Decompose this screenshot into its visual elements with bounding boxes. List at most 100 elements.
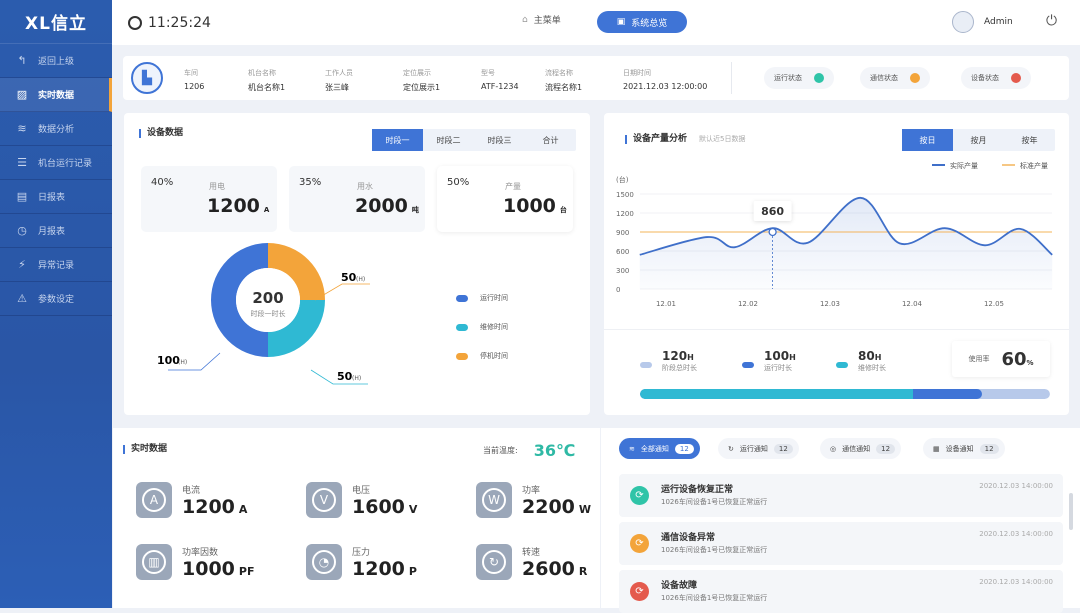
tab[interactable]: 时段一 (372, 129, 423, 151)
sidebar-item[interactable]: ▨ 实时数据 (0, 78, 112, 112)
tab[interactable]: 按日 (902, 129, 953, 151)
notice-tab[interactable]: ◎ 通信通知 12 (820, 438, 902, 459)
realtime-metric: V 电压 1600 V (306, 482, 417, 518)
usage-rate-box: 使用率 60% (952, 341, 1050, 377)
sidebar-item[interactable]: ◷ 月报表 (0, 214, 112, 248)
layers-icon: ≋ (17, 122, 27, 135)
power-icon[interactable]: ⏻ (1046, 13, 1058, 29)
info-field: 定位展示 定位展示1 (403, 69, 441, 92)
user-menu[interactable]: Admin (952, 11, 1013, 33)
count-badge: 12 (674, 443, 694, 454)
refresh-icon: ⟳ (630, 486, 649, 505)
status-dot (814, 73, 824, 83)
avatar (952, 11, 974, 33)
info-field: 日期时间 2021.12.03 12:00:00 (623, 69, 708, 91)
metric-icon: V (306, 482, 342, 518)
sidebar: XL信立 ↰ 返回上级 ▨ 实时数据 ≋ 数据分析 ☰ 机台运行记录 ▤ 日报表 ◷ 月报表 ⚡ 异常记录… (0, 0, 112, 608)
kpi-card: 40% 用电 1200 A (141, 166, 277, 232)
progress-ring: 35% (299, 177, 321, 188)
scrollbar[interactable] (1069, 493, 1073, 530)
tab-icon: ◎ (830, 444, 837, 453)
home-icon: ⌂ (522, 14, 528, 25)
legend-item: 运行时间 (456, 293, 508, 303)
tab[interactable]: 按年 (1021, 135, 1038, 145)
tab[interactable]: 时段三 (487, 135, 512, 145)
sidebar-item[interactable]: ⚡ 异常记录 (0, 248, 112, 282)
tab[interactable]: 时段二 (436, 135, 461, 145)
y-tick: 300 (616, 267, 629, 275)
info-field: 机台名称 机台名称1 (248, 69, 286, 92)
svg-text:35%: 35% (299, 177, 322, 188)
x-tick: 12.02 (738, 300, 758, 308)
metric-icon: ◔ (306, 544, 342, 580)
info-field: 车间 1206 (184, 69, 205, 91)
main-menu-button[interactable]: ⌂ 主菜单 (522, 14, 561, 27)
header: 11:25:24 ⌂ 主菜单 ▣ 系统总览 Admin ⏻ (112, 0, 1080, 45)
svg-text:(H): (H) (352, 375, 361, 382)
y-tick: 900 (616, 229, 629, 237)
notice-tab[interactable]: ▦ 设备通知 12 (923, 438, 1005, 459)
donut-slice (211, 243, 268, 357)
system-overview-button[interactable]: ▣ 系统总览 (597, 11, 687, 33)
status-dot (1011, 73, 1021, 83)
legend-item: 停机时间 (456, 351, 508, 361)
duration-progress-bar (640, 389, 1050, 399)
svg-text:50%: 50% (447, 177, 470, 188)
kpi-card: 35% 用水 2000 吨 (289, 166, 425, 232)
chart-icon: ▨ (16, 88, 28, 101)
notice-tab[interactable]: ↻ 运行通知 12 (718, 438, 799, 459)
notice-item[interactable]: ⟳ 运行设备恢复正常 1026车间设备1号已恢复正常运行 2020.12.03 14:… (619, 474, 1063, 517)
report-icon: ▤ (16, 190, 28, 203)
legend-label: 标准产量 (1020, 161, 1048, 170)
device-data-panel: 设备数据 时段一 时段二 时段三 合计 40% 用电 1200 A 35% 用水 2000 吨 50%… (124, 113, 590, 415)
data-point (768, 227, 777, 237)
tab[interactable]: 合计 (542, 135, 559, 145)
panel-title: 设备数据 (139, 129, 183, 138)
realtime-metric: ◔ 压力 1200 P (306, 544, 417, 580)
kpi-value: 2000 吨 (355, 195, 419, 217)
tab[interactable]: 按月 (970, 135, 987, 145)
warning-icon: ⚠ (17, 292, 27, 305)
usage-rate: 60% (1001, 348, 1034, 370)
notice-item[interactable]: ⟳ 通信设备异常 1026车间设备1号已恢复正常运行 2020.12.03 14:00… (619, 522, 1063, 565)
sidebar-item[interactable]: ▤ 日报表 (0, 180, 112, 214)
production-analysis-panel: 设备产量分析 默认近5日数据 按日 按月 按年 (台) 0 300 600 900 1200 1… (604, 113, 1069, 415)
notice-tab[interactable]: ≋ 全部通知 12 (619, 438, 700, 459)
realtime-panel: 实时数据 当前温度: 36℃ A 电流 1200 A V 电压 1600 V W 功率 2200 W ▥… (113, 428, 600, 608)
metric-icon: W (476, 482, 512, 518)
metric-icon: A (136, 482, 172, 518)
progress-ring: 40% (151, 177, 173, 188)
realtime-metric: ↻ 转速 2600 R (476, 544, 587, 580)
monitor-icon: ▣ (616, 17, 626, 27)
x-tick: 12.01 (656, 300, 676, 308)
count-badge: 12 (876, 443, 896, 454)
sidebar-item[interactable]: ☰ 机台运行记录 (0, 146, 112, 180)
sidebar-item[interactable]: ⚠ 参数设定 (0, 282, 112, 316)
svg-text:200: 200 (252, 289, 283, 307)
sidebar-item[interactable]: ≋ 数据分析 (0, 112, 112, 146)
alert-box-icon: ⚡ (18, 258, 26, 271)
metric-icon: ↻ (476, 544, 512, 580)
current-temperature: 36℃ (533, 441, 576, 460)
x-tick: 12.05 (984, 300, 1004, 308)
series-line (639, 196, 1053, 256)
notice-item[interactable]: ⟳ 设备故障 1026车间设备1号已恢复正常运行 2020.12.03 14:00:0… (619, 570, 1063, 613)
realtime-metric: A 电流 1200 A (136, 482, 247, 518)
panel-subtitle: 默认近5日数据 (699, 135, 746, 143)
x-tick: 12.03 (820, 300, 840, 308)
svg-text:(H): (H) (356, 276, 365, 283)
logo: XL信立 (0, 0, 112, 44)
duration-item: 120H 阶段总时长 (640, 349, 697, 373)
tab-icon: ↻ (728, 444, 734, 453)
sidebar-item[interactable]: ↰ 返回上级 (0, 44, 112, 78)
duration-item: 100H 运行时长 (742, 349, 796, 373)
machine-info-bar: ▙ 车间 1206 机台名称 机台名称1 工作人员 张三峰 定位展示 定位展示1 型号 ATF-1… (123, 56, 1069, 100)
repair-segment (640, 389, 914, 399)
legend-item: 维修时间 (456, 322, 508, 332)
legend-label: 实际产量 (950, 161, 978, 170)
svg-text:(台): (台) (616, 175, 629, 184)
count-badge: 12 (773, 443, 793, 454)
list-icon: ☰ (17, 156, 27, 169)
y-tick: 1500 (616, 191, 634, 199)
